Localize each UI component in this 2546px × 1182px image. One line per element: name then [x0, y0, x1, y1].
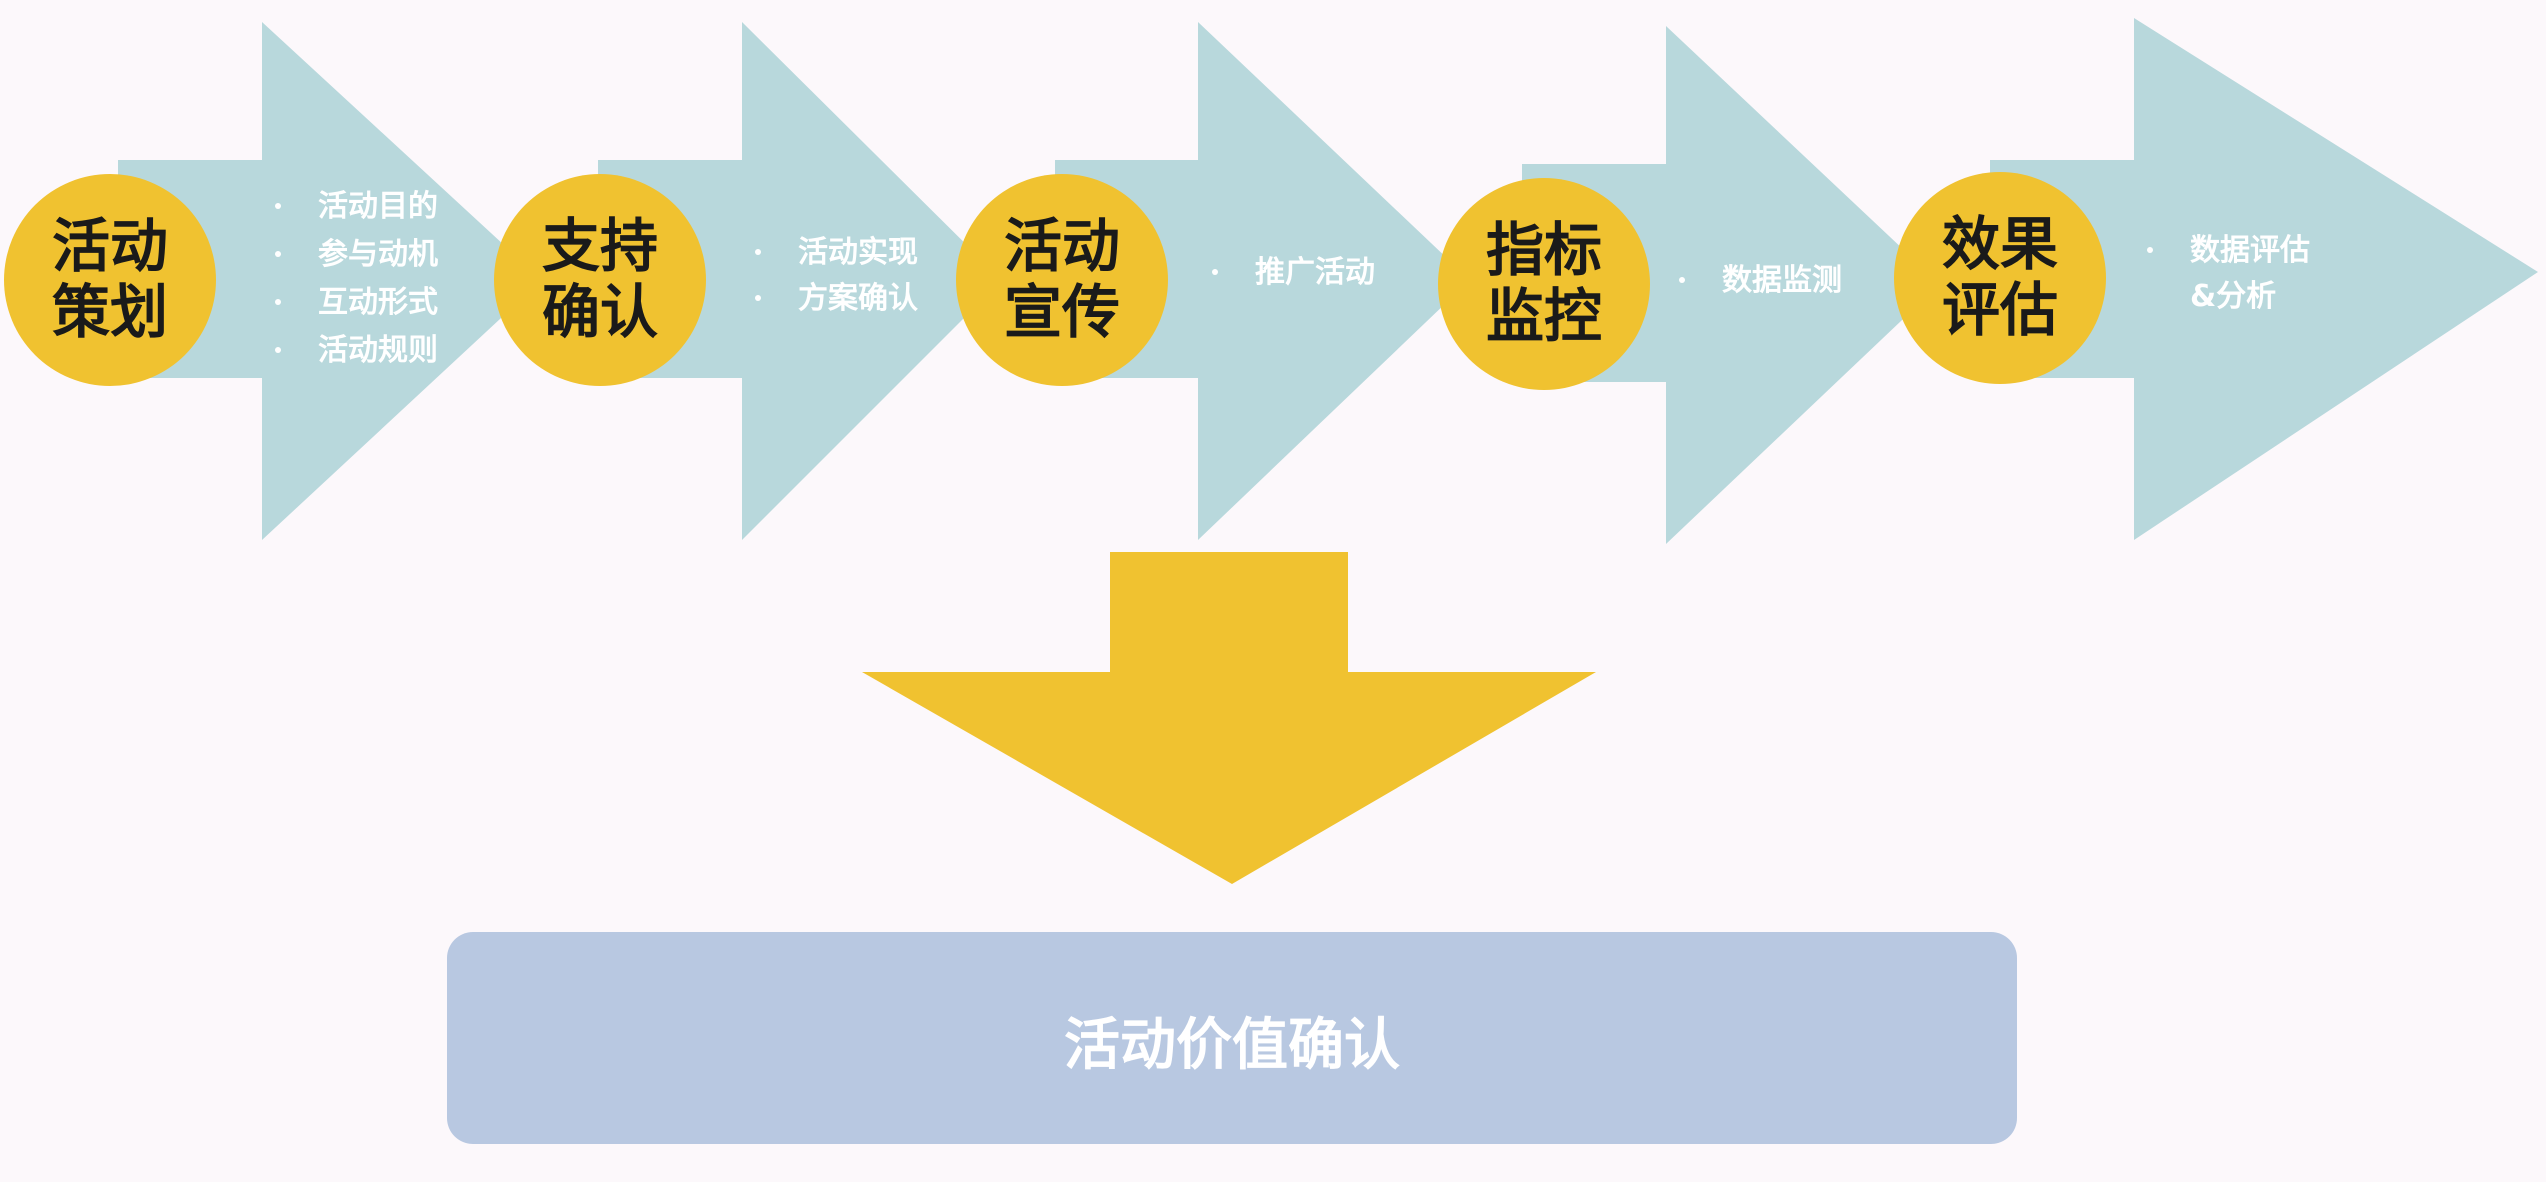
stage-title-line: 策划	[52, 278, 168, 346]
stage-title-line: 效果	[1942, 210, 2058, 278]
bullet-dot	[275, 251, 281, 257]
stage-bullet-item: 参与动机	[318, 237, 438, 272]
stage-bullet-item: 数据监测	[1722, 263, 1842, 298]
stage-arrow	[598, 22, 1002, 540]
stage-title-line: 活动	[52, 212, 168, 280]
result-label: 活动价值确认	[1064, 1013, 1400, 1078]
stage-title-line: 评估	[1942, 276, 2058, 344]
stage-bullet-item: 方案确认	[798, 281, 918, 316]
stage-arrow	[1055, 22, 1470, 540]
stage-circle	[4, 174, 216, 386]
stage-title-line: 活动	[1004, 212, 1120, 280]
bullet-dot	[275, 347, 281, 353]
bullet-dot	[275, 299, 281, 305]
stage-bullet-item: 推广活动	[1255, 255, 1375, 290]
stage-title-line: 确认	[542, 278, 658, 346]
stage-title-line: 支持	[542, 212, 658, 280]
stage-bullet-item: 活动实现	[798, 235, 918, 270]
stage-bullet-item: &分析	[2190, 279, 2276, 314]
stage-bullet-item: 互动形式	[318, 285, 438, 320]
stage-title-line: 监控	[1486, 282, 1602, 350]
stage-arrows	[118, 18, 2538, 544]
stage-circle	[1894, 172, 2106, 384]
stage-arrow	[1522, 26, 1940, 544]
down-arrow	[862, 552, 1596, 884]
stage-arrow	[118, 22, 542, 540]
bullet-dot	[755, 295, 761, 301]
bullet-dot	[2147, 247, 2153, 253]
bullet-dot	[1679, 277, 1685, 283]
stage-bullet-list: 数据评估&分析	[2147, 233, 2310, 314]
bullet-dot	[1212, 269, 1218, 275]
bullet-dot	[755, 249, 761, 255]
stage-circle	[1438, 178, 1650, 390]
stage-circle	[494, 174, 706, 386]
stage-circle	[956, 174, 1168, 386]
stage-arrow	[1990, 18, 2538, 540]
stage-bullet-item: 活动规则	[318, 333, 438, 368]
bullet-dot	[275, 203, 281, 209]
stage-bullet-item: 数据评估	[2190, 233, 2310, 268]
result-box	[447, 932, 2017, 1144]
stage-title-line: 指标	[1486, 216, 1602, 284]
stage-title-line: 宣传	[1004, 278, 1120, 346]
stage-bullet-list: 推广活动	[1212, 255, 1375, 290]
stage-bullet-list: 数据监测	[1679, 263, 1842, 298]
stage-bullet-item: 活动目的	[318, 189, 438, 224]
